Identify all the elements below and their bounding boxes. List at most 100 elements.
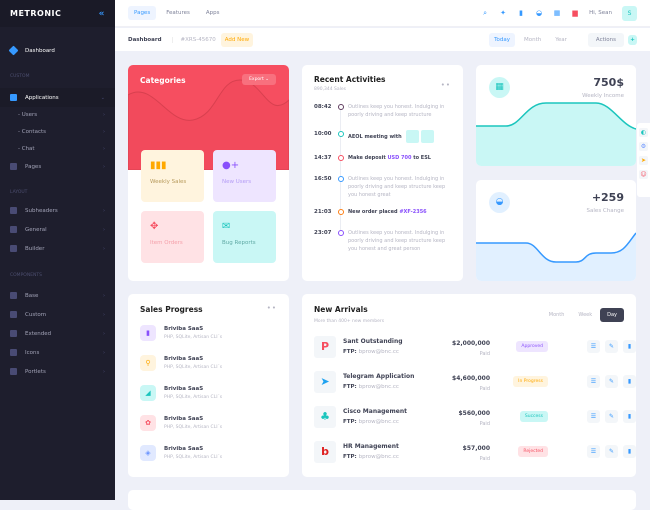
item-name: Briviba SaaS [164, 446, 204, 452]
range-month[interactable]: Month [524, 36, 542, 43]
chevron-icon: › [103, 311, 105, 318]
chart-bar-icon[interactable]: ▮ [519, 9, 524, 17]
delete-icon[interactable]: ▮ [623, 375, 636, 388]
tab-apps[interactable]: Apps [205, 10, 220, 16]
chat-tool-icon[interactable]: ☺ [639, 170, 648, 179]
layers-tool-icon[interactable]: ◐ [639, 128, 648, 137]
sidebar-item-label: Dashboard [25, 47, 55, 54]
sidebar-item[interactable]: Applications ⌄ [0, 88, 115, 107]
activity-highlight[interactable]: #XF-2356 [399, 209, 427, 215]
more-options-icon[interactable]: •• [440, 81, 451, 89]
sidebar-item[interactable]: Icons › [0, 343, 115, 362]
table-row: b HR Management FTP: bprow@bnc.cc $57,00… [314, 441, 636, 463]
row-amount: $4,600,000 [452, 375, 490, 382]
menu-icon [10, 207, 17, 214]
list-item[interactable]: ▮ Briviba SaaS PHP, SQLite, Artisan CLI´s [140, 325, 222, 341]
tab-month[interactable]: Month [548, 312, 565, 318]
user-greeting[interactable]: Hi, Sean [589, 10, 612, 16]
sidebar-item[interactable]: Extended › [0, 324, 115, 343]
quick-actions-icon[interactable]: ✦ [500, 9, 507, 17]
activity-text-tail: to ESL [411, 155, 431, 161]
row-name[interactable]: Telegram Application [343, 373, 415, 380]
sidebar-item[interactable]: - Chat › [0, 139, 115, 158]
edit-icon[interactable]: ✎ [605, 375, 618, 388]
more-options-icon[interactable]: •• [266, 304, 277, 312]
menu-icon [10, 330, 17, 337]
view-icon[interactable]: ☰ [587, 445, 600, 458]
edit-icon[interactable]: ✎ [605, 340, 618, 353]
range-year[interactable]: Year [555, 36, 567, 43]
sales-progress-card: Sales Progress •• ▮ Briviba SaaS PHP, SQLi… [128, 294, 289, 477]
sidebar-item[interactable]: Portlets › [0, 362, 115, 381]
row-name[interactable]: Sant Outstanding [343, 338, 403, 345]
activity-text: AEOL meeting with [348, 134, 402, 140]
edit-icon[interactable]: ✎ [605, 410, 618, 423]
edit-icon[interactable]: ✎ [605, 445, 618, 458]
send-tool-icon[interactable]: ➤ [639, 156, 648, 165]
table-row: ➤ Telegram Application FTP: bprow@bnc.cc… [314, 371, 636, 393]
row-name[interactable]: Cisco Management [343, 408, 407, 415]
search-icon[interactable]: ⌕ [483, 9, 488, 17]
add-file-icon[interactable]: + [628, 34, 637, 45]
list-item[interactable]: ✿ Briviba SaaS PHP, SQLite, Artisan CLI´s [140, 415, 222, 431]
activity-text: Outlines keep you honest. Indulging in p… [348, 176, 446, 198]
sidebar-item[interactable]: General › [0, 220, 115, 239]
row-paid: Paid [479, 421, 490, 427]
sidebar-item[interactable]: Custom › [0, 305, 115, 324]
card-subtitle: More than 400+ new members [314, 319, 385, 324]
list-item[interactable]: ◢ Briviba SaaS PHP, SQLite, Artisan CLI´s [140, 385, 222, 401]
activity-highlight[interactable]: USD 700 [387, 155, 412, 161]
tile-new-users[interactable]: ●+ New Users [213, 150, 276, 202]
menu-icon [10, 311, 17, 318]
cart-icon[interactable]: ◒ [536, 9, 543, 17]
view-icon[interactable]: ☰ [587, 410, 600, 423]
project-icon: ⚲ [140, 355, 156, 371]
sidebar-item[interactable]: Pages › [0, 157, 115, 176]
list-item[interactable]: ◈ Briviba SaaS PHP, SQLite, Artisan CLI´s [140, 445, 222, 461]
sidebar-item[interactable]: - Users › [0, 105, 115, 124]
row-name[interactable]: HR Management [343, 443, 399, 450]
tile-weekly-sales[interactable]: ▮▮▮ Weekly Sales [141, 150, 204, 202]
app-logo-icon: P [314, 336, 336, 358]
avatar[interactable]: S [622, 5, 637, 21]
sidebar-item-dashboard[interactable]: Dashboard [0, 41, 115, 60]
tab-pages[interactable]: Pages [128, 6, 157, 20]
sidebar-item-label: Pages [25, 163, 42, 170]
ftp-label: FTP: [343, 349, 357, 355]
chevron-icon: › [103, 292, 105, 299]
delete-icon[interactable]: ▮ [623, 445, 636, 458]
sidebar-item[interactable]: Builder › [0, 239, 115, 258]
project-icon: ✿ [140, 415, 156, 431]
timeline-line [340, 110, 341, 235]
sidebar-item[interactable]: - Contacts › [0, 122, 115, 141]
timeline-dot-icon [338, 209, 344, 215]
tab-day[interactable]: Day [600, 308, 624, 322]
actions-button[interactable]: Actions [587, 32, 624, 47]
range-today[interactable]: Today [489, 32, 515, 47]
delete-icon[interactable]: ▮ [623, 340, 636, 353]
add-new-button[interactable]: Add New [220, 32, 254, 47]
tile-bug-reports[interactable]: ✉ Bug Reports [213, 211, 276, 263]
export-dropdown[interactable]: Export ⌄ [242, 74, 276, 85]
sidebar-item[interactable]: Base › [0, 286, 115, 305]
export-label: Export [249, 77, 264, 82]
flag-icon[interactable]: ▆ [572, 9, 578, 17]
tab-week[interactable]: Week [578, 312, 593, 318]
view-icon[interactable]: ☰ [587, 375, 600, 388]
view-icon[interactable]: ☰ [587, 340, 600, 353]
settings-tool-icon[interactable]: ⚙ [639, 142, 648, 151]
delete-icon[interactable]: ▮ [623, 410, 636, 423]
timeline-dot-icon [338, 155, 344, 161]
collapse-sidebar-icon[interactable]: « [98, 8, 105, 19]
activity-item: 21:03 New order placed #XF-2356 [314, 209, 448, 216]
activity-item: 16:50 Outlines keep you honest. Indulging… [314, 176, 448, 199]
new-arrivals-card: New Arrivals More than 400+ new members … [302, 294, 636, 477]
table-row: ♣ Cisco Management FTP: bprow@bnc.cc $56… [314, 406, 636, 428]
chevron-icon: › [103, 163, 105, 170]
apps-grid-icon[interactable]: ▦ [553, 9, 561, 17]
tile-item-orders[interactable]: ✥ Item Orders [141, 211, 204, 263]
list-item[interactable]: ⚲ Briviba SaaS PHP, SQLite, Artisan CLI´s [140, 355, 222, 371]
tab-features[interactable]: Features [166, 10, 190, 16]
sidebar-item[interactable]: Subheaders › [0, 201, 115, 220]
status-badge: Rejected [518, 446, 548, 457]
